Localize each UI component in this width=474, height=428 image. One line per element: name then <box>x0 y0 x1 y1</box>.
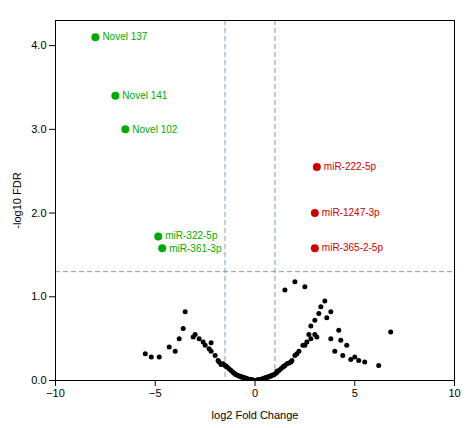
svg-text:miR-1247-3p: miR-1247-3p <box>322 207 380 218</box>
svg-text:-log10 FDR: -log10 FDR <box>11 172 23 228</box>
svg-text:0.0: 0.0 <box>31 374 46 386</box>
svg-text:10: 10 <box>448 387 460 399</box>
svg-text:miR-365-2-5p: miR-365-2-5p <box>322 242 384 253</box>
svg-text:−10: −10 <box>46 387 65 399</box>
svg-text:−5: −5 <box>149 387 162 399</box>
svg-text:4.0: 4.0 <box>31 39 46 51</box>
svg-text:2.0: 2.0 <box>31 207 46 219</box>
svg-text:log2 Fold Change: log2 Fold Change <box>212 409 299 421</box>
svg-text:3.0: 3.0 <box>31 123 46 135</box>
svg-text:miR-361-3p: miR-361-3p <box>169 243 222 254</box>
svg-text:Novel 137: Novel 137 <box>102 31 147 42</box>
svg-text:Novel 141: Novel 141 <box>122 90 167 101</box>
svg-text:miR-222-5p: miR-222-5p <box>324 161 377 172</box>
svg-text:Novel 102: Novel 102 <box>132 124 177 135</box>
svg-text:1.0: 1.0 <box>31 290 46 302</box>
svg-text:5: 5 <box>352 387 358 399</box>
svg-text:miR-322-5p: miR-322-5p <box>165 230 218 241</box>
svg-text:0: 0 <box>252 387 258 399</box>
